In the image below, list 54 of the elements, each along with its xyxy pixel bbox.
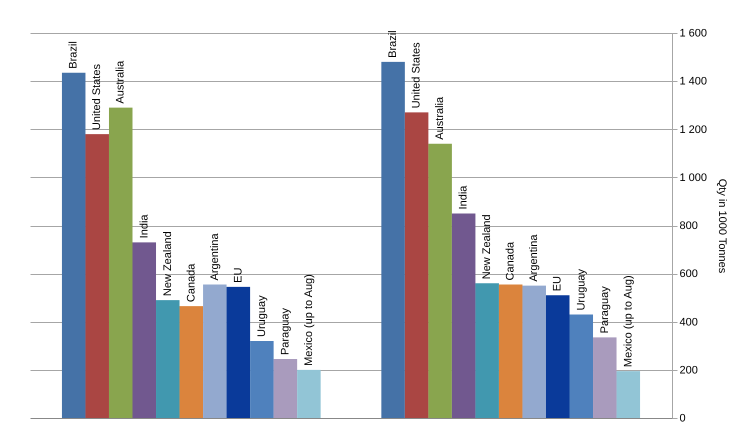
bar (297, 370, 321, 418)
text: Canada (185, 262, 198, 302)
text: Argentina (528, 234, 540, 282)
text: Uruguay (575, 268, 588, 311)
text: India (458, 186, 470, 210)
bar (156, 300, 180, 418)
text: Argentina (208, 232, 221, 280)
y-tick-label: 600 (680, 268, 698, 280)
y-tick-label: 1 200 (680, 124, 708, 136)
bar (203, 284, 227, 418)
bar (274, 359, 298, 418)
bar (452, 213, 476, 418)
y-axis-title: Qty in 1000 Tonnes (716, 178, 728, 274)
text: Brazil (68, 41, 80, 69)
bar (62, 72, 86, 418)
y-tick-label: 1 600 (680, 28, 708, 40)
bar (250, 341, 274, 418)
text: United States (410, 42, 423, 108)
bar (404, 112, 428, 418)
text: Brazil (387, 30, 400, 58)
bar (428, 144, 452, 418)
text: EU (232, 268, 244, 283)
text: Australia (434, 96, 446, 140)
bar (546, 295, 570, 418)
text: Australia (114, 60, 127, 104)
text: Mexico (up to Aug) (622, 275, 634, 368)
y-tick-label: 1 000 (680, 172, 708, 184)
bar (593, 337, 617, 418)
bar (570, 314, 594, 418)
bar (475, 283, 499, 418)
text: Paraguay (279, 307, 292, 356)
bar (616, 371, 640, 418)
text: EU (552, 276, 564, 292)
text: Paraguay (598, 286, 611, 334)
y-tick-label: 0 (680, 412, 686, 424)
bar (180, 306, 204, 418)
y-tick-label: 400 (680, 316, 698, 328)
bar (108, 108, 132, 418)
text: Canada (504, 242, 517, 280)
bar (522, 286, 546, 418)
text: United States (91, 64, 104, 130)
bar (226, 286, 250, 418)
y-tick-label: 800 (680, 220, 698, 232)
bar (498, 284, 522, 418)
y-tick-label: 200 (680, 364, 698, 376)
y-tick-label: 1 400 (680, 76, 708, 88)
text: Mexico (up to Aug) (302, 274, 315, 366)
text: New Zealand (481, 214, 494, 280)
text: India (138, 214, 150, 238)
text: Uruguay (256, 294, 268, 337)
bar (85, 134, 109, 418)
text: New Zealand (162, 231, 174, 296)
bar (381, 62, 405, 418)
bar (132, 242, 156, 418)
